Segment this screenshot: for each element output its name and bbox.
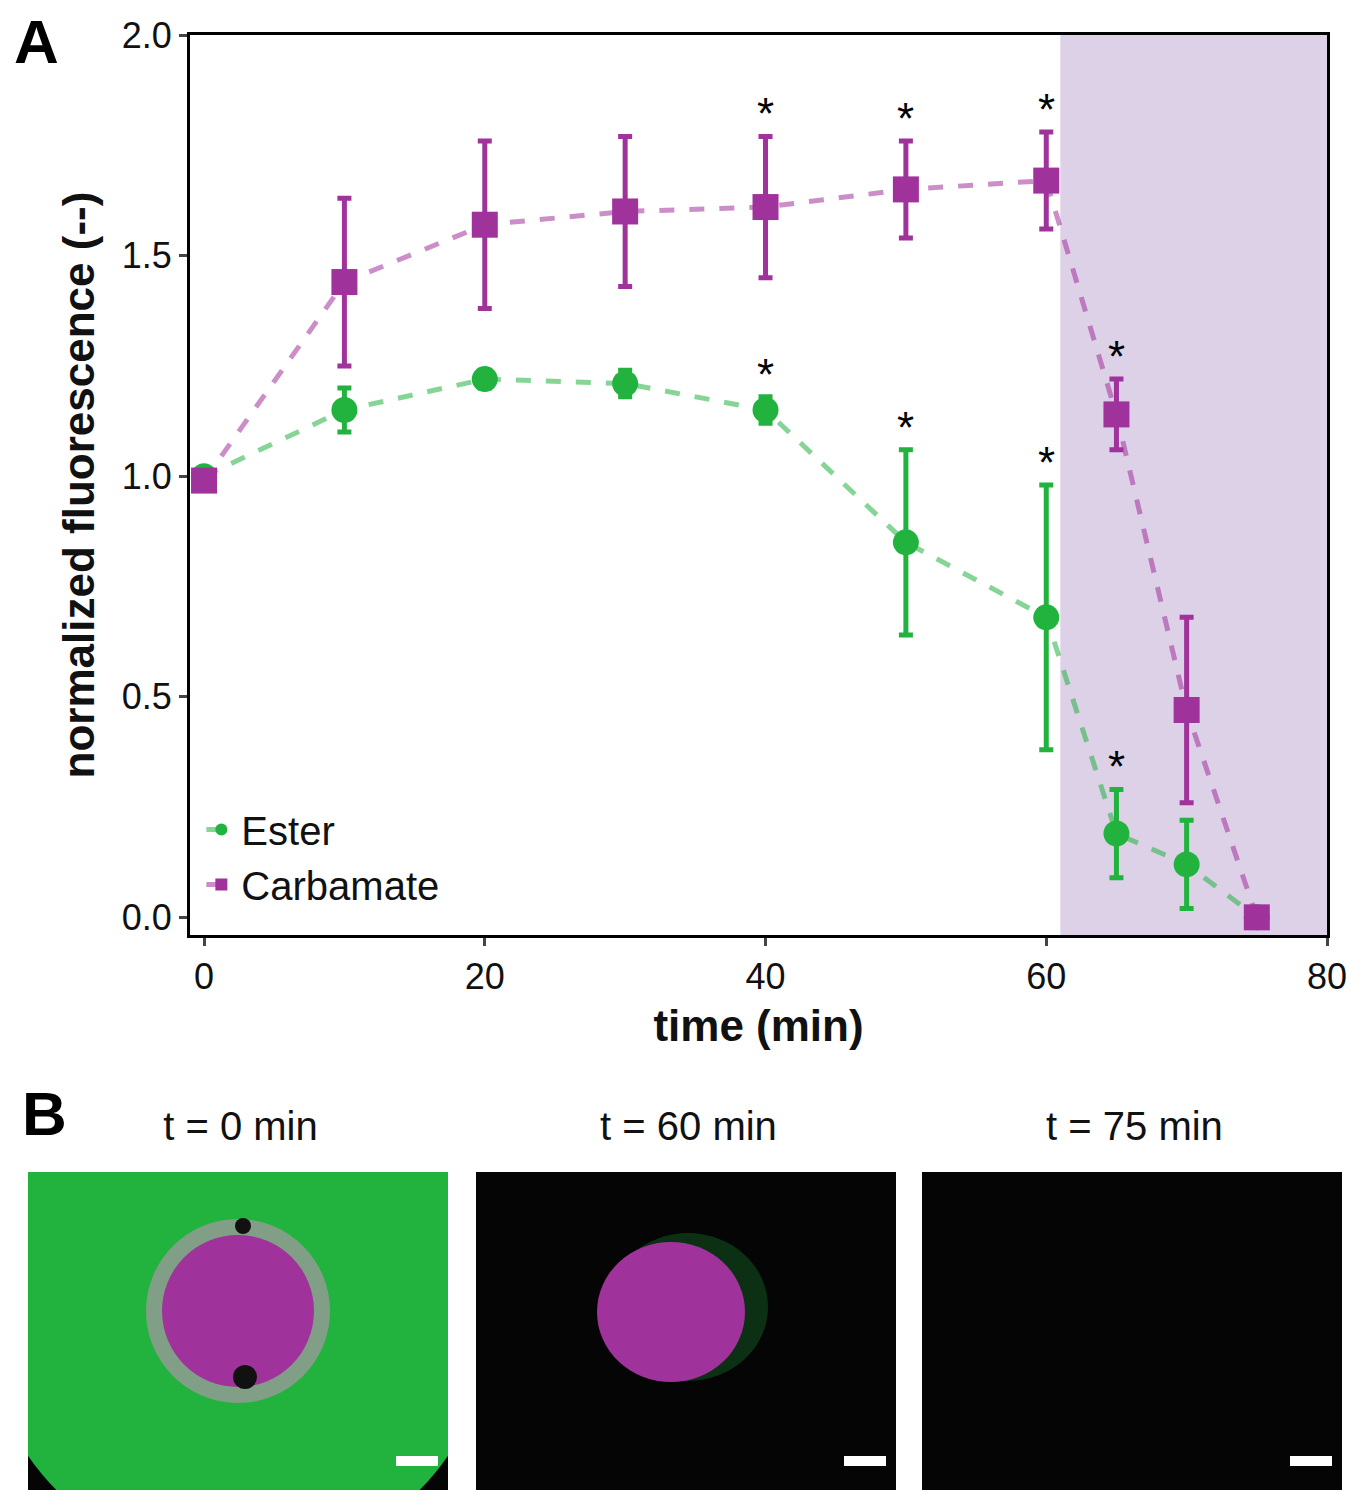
html-text:B: B [22,1079,67,1148]
svg-text:Ester: Ester [241,809,334,853]
svg-text:*: * [1038,85,1055,134]
svg-text:40: 40 [745,956,785,997]
svg-text:60: 60 [1026,956,1066,997]
svg-text:1.0: 1.0 [122,456,172,497]
svg-text:*: * [1108,332,1125,381]
svg-text:1.5: 1.5 [122,235,172,276]
svg-text:*: * [897,94,914,143]
svg-text:20: 20 [465,956,505,997]
svg-text:*: * [1038,438,1055,487]
svg-text:Carbamate: Carbamate [241,864,439,908]
svg-text:0.0: 0.0 [122,897,172,938]
svg-text:0: 0 [194,956,214,997]
svg-text:80: 80 [1307,956,1347,997]
svg-text:*: * [757,350,774,399]
svg-text:time (min): time (min) [653,1001,863,1050]
svg-text:*: * [1108,742,1125,791]
svg-text:*: * [897,403,914,452]
html-text:t = 60 min: t = 60 min [600,1104,777,1148]
svg-text:0.5: 0.5 [122,676,172,717]
svg-text:normalized fluorescence (--): normalized fluorescence (--) [54,192,103,779]
svg-text:A: A [14,7,59,76]
html-text:t = 0 min: t = 0 min [163,1104,318,1148]
svg-text:*: * [757,89,774,138]
html-text:t = 75 min: t = 75 min [1046,1104,1223,1148]
svg-text:2.0: 2.0 [122,15,172,56]
